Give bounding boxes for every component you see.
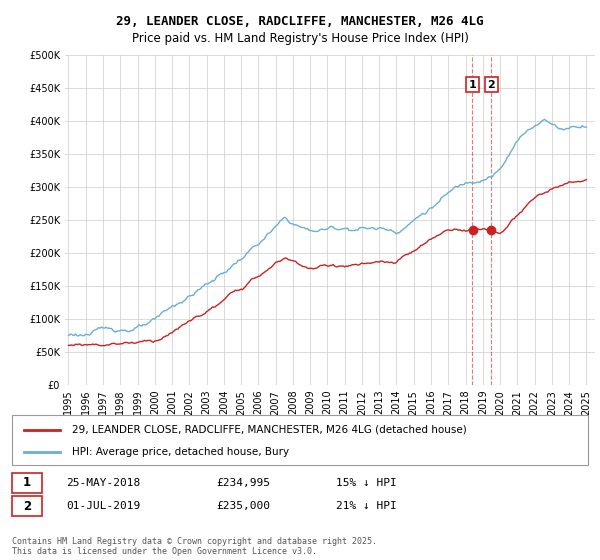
Text: £234,995: £234,995 — [216, 478, 270, 488]
Text: HPI: Average price, detached house, Bury: HPI: Average price, detached house, Bury — [72, 447, 289, 457]
Text: 29, LEANDER CLOSE, RADCLIFFE, MANCHESTER, M26 4LG (detached house): 29, LEANDER CLOSE, RADCLIFFE, MANCHESTER… — [72, 425, 467, 435]
Text: £235,000: £235,000 — [216, 501, 270, 511]
Text: 21% ↓ HPI: 21% ↓ HPI — [336, 501, 397, 511]
Text: 25-MAY-2018: 25-MAY-2018 — [66, 478, 140, 488]
Text: 2: 2 — [23, 500, 31, 512]
Text: 29, LEANDER CLOSE, RADCLIFFE, MANCHESTER, M26 4LG: 29, LEANDER CLOSE, RADCLIFFE, MANCHESTER… — [116, 15, 484, 28]
Text: 2: 2 — [488, 80, 495, 90]
Text: 15% ↓ HPI: 15% ↓ HPI — [336, 478, 397, 488]
Text: 01-JUL-2019: 01-JUL-2019 — [66, 501, 140, 511]
Text: Price paid vs. HM Land Registry's House Price Index (HPI): Price paid vs. HM Land Registry's House … — [131, 32, 469, 45]
Text: 1: 1 — [469, 80, 476, 90]
Text: Contains HM Land Registry data © Crown copyright and database right 2025.
This d: Contains HM Land Registry data © Crown c… — [12, 536, 377, 556]
Text: 1: 1 — [23, 477, 31, 489]
